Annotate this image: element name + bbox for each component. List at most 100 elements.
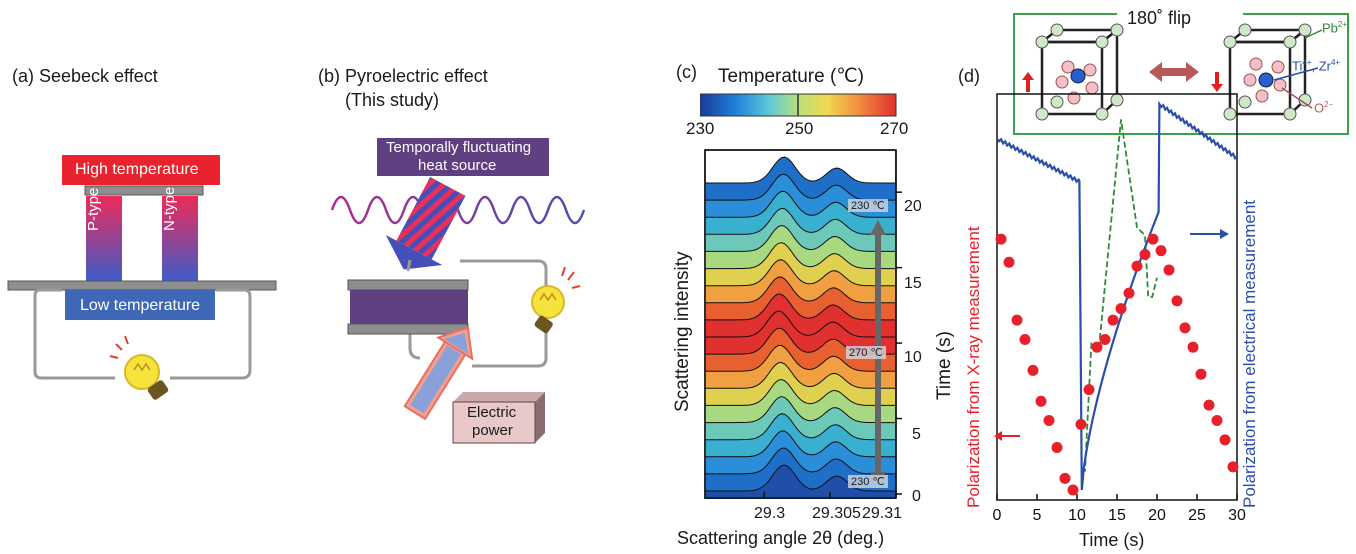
ridge-fill-18	[705, 157, 896, 204]
ridge-profile-11	[705, 276, 896, 304]
ridge-profile-9	[705, 310, 896, 338]
xray-point-7	[1051, 442, 1063, 454]
ridge-fill-13	[705, 242, 896, 289]
xray-point-19	[1147, 233, 1159, 245]
xray-point-14	[1107, 314, 1119, 326]
electrical-polarization-line	[996, 100, 1238, 491]
ridge-fill-2	[705, 431, 896, 477]
xray-point-18	[1139, 249, 1151, 261]
xray-point-24	[1187, 341, 1199, 353]
ridge-profile-1	[705, 447, 896, 475]
ridge-fill-10	[705, 294, 896, 340]
ridge-fill-12	[705, 259, 896, 306]
xray-point-25	[1195, 368, 1207, 380]
unit-cell-right	[1223, 23, 1312, 121]
ridge-fill-4	[705, 396, 896, 443]
ridge-fill-11	[705, 277, 896, 323]
panel-d-xlabel: Time (s)	[1079, 530, 1145, 550]
crystal-flip-inset	[1013, 12, 1349, 135]
colorbar-tick-250: 250	[785, 119, 814, 138]
ridge-fill-8	[705, 328, 896, 375]
panel-c-ttick-15: 15	[904, 275, 922, 292]
ridge-profile-13	[705, 242, 896, 270]
ridge-profile-0	[705, 464, 896, 492]
ridge-profile-15	[705, 207, 896, 235]
xray-point-4	[1027, 364, 1039, 376]
ridge-fill-6	[705, 362, 896, 409]
annotation-230-top: 230 ℃	[848, 199, 888, 212]
xray-point-26	[1203, 399, 1215, 411]
ridge-profile-12	[705, 259, 896, 287]
ridge-fill-14	[705, 225, 896, 272]
lightbulb-icon	[531, 266, 581, 334]
xray-point-21	[1163, 264, 1175, 276]
ion-label-ti-zr: Ti4+, Zr4+	[1292, 58, 1341, 74]
panel-a-title: (a) Seebeck effect	[12, 66, 158, 86]
flip-label: 180˚ flip	[1127, 8, 1192, 28]
ridge-fill-5	[705, 379, 896, 426]
panel-c-ylabel: Scattering intensity	[672, 251, 693, 412]
pyroelectric-diagram	[330, 138, 586, 444]
time-arrow-head-up	[870, 220, 886, 235]
xray-point-12	[1091, 341, 1103, 353]
p-type-label: P-type	[85, 187, 102, 231]
xray-point-1	[1003, 256, 1015, 268]
temperature-dashed-line	[1081, 119, 1158, 472]
ridge-profile-10	[705, 293, 896, 321]
panel-c-xtick-3: 29.31	[862, 505, 903, 522]
panel-c-time-label: Time (s)	[934, 331, 955, 400]
panel-b-title-1: (b) Pyroelectric effect	[318, 66, 488, 86]
xray-point-9	[1067, 484, 1079, 496]
xray-point-27	[1211, 415, 1223, 427]
xray-point-23	[1179, 322, 1191, 334]
panel-c-xlabel: Scattering angle 2θ (deg.)	[677, 528, 885, 548]
colorbar-tick-230: 230	[686, 119, 715, 138]
colorbar-title: Temperature (℃)	[718, 66, 864, 87]
plot-d-tick-label-20: 20	[1148, 507, 1166, 524]
ridge-fill-3	[705, 413, 896, 460]
lightbulb-icon	[109, 335, 169, 400]
heat-wave	[330, 195, 586, 225]
ridge-profile-2	[705, 430, 896, 458]
pyroelectric-crystal	[350, 290, 468, 324]
right-axis-arrowhead	[1220, 229, 1229, 239]
seebeck-diagram	[7, 155, 277, 400]
heat-source-label-1: Temporally fluctuating	[386, 139, 532, 156]
plot-d-tick-label-15: 15	[1108, 507, 1126, 524]
ridge-profile-6	[705, 361, 896, 389]
xray-point-13	[1099, 333, 1111, 345]
ridge-fill-9	[705, 311, 896, 358]
xray-point-11	[1083, 384, 1095, 396]
colorbar	[700, 93, 897, 117]
ridge-profile-7	[705, 344, 896, 372]
ridge-profile-16	[705, 190, 896, 218]
p-type-leg	[86, 196, 122, 281]
heat-source-box	[377, 138, 549, 176]
xray-point-6	[1043, 415, 1055, 427]
annotation-230-bottom: 230 ℃	[848, 475, 888, 488]
xray-point-3	[1019, 333, 1031, 345]
unit-cell-left	[1035, 23, 1124, 121]
ridge-fill-7	[705, 345, 896, 392]
xray-point-0	[995, 233, 1007, 245]
plot-d-tick-label-25: 25	[1188, 507, 1206, 524]
xray-point-5	[1035, 395, 1047, 407]
panel-c-ttick-10: 10	[904, 349, 922, 366]
xray-point-17	[1131, 260, 1143, 272]
xray-point-20	[1155, 245, 1167, 257]
plot-d-tick-label-5: 5	[1033, 507, 1042, 524]
panel-c-tag: (c)	[676, 62, 697, 82]
xray-point-29	[1227, 461, 1239, 473]
polarization-plot: 0 5 10 15 20 25 30	[993, 93, 1246, 524]
xray-point-16	[1123, 287, 1135, 299]
n-type-leg	[162, 196, 198, 281]
ridge-profile-14	[705, 224, 896, 252]
xray-point-2	[1011, 314, 1023, 326]
electric-power-label-1: Electric	[467, 404, 517, 421]
ridge-fill-16	[705, 191, 896, 238]
panel-d-tag: (d)	[958, 66, 980, 86]
xray-point-15	[1115, 303, 1127, 315]
heat-source-label-2: heat source	[418, 157, 497, 174]
low-temperature-label: Low temperature	[80, 297, 201, 314]
n-type-label: N-type	[161, 186, 178, 231]
